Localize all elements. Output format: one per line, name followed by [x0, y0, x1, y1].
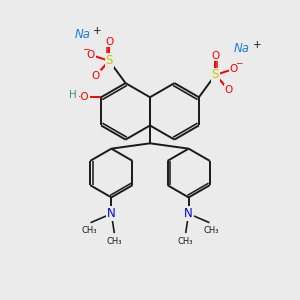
Text: Na: Na	[234, 42, 250, 55]
Text: O: O	[87, 50, 95, 60]
Text: CH₃: CH₃	[203, 226, 219, 235]
Text: CH₃: CH₃	[106, 237, 122, 246]
Text: N: N	[184, 207, 193, 220]
Text: CH₃: CH₃	[81, 226, 97, 235]
Text: +: +	[93, 26, 102, 36]
Text: S: S	[212, 68, 219, 82]
Text: N: N	[107, 207, 116, 220]
Text: H: H	[69, 90, 77, 100]
Text: O: O	[230, 64, 238, 74]
Text: O: O	[105, 37, 113, 46]
Text: +: +	[253, 40, 261, 50]
Text: O: O	[92, 71, 100, 81]
Text: Na: Na	[74, 28, 90, 40]
Text: −: −	[82, 44, 90, 53]
Text: O: O	[224, 85, 233, 95]
Text: O: O	[211, 51, 219, 61]
Text: CH₃: CH₃	[178, 237, 194, 246]
Text: −: −	[235, 58, 242, 68]
Text: ·O: ·O	[77, 92, 89, 102]
Text: S: S	[106, 54, 113, 67]
